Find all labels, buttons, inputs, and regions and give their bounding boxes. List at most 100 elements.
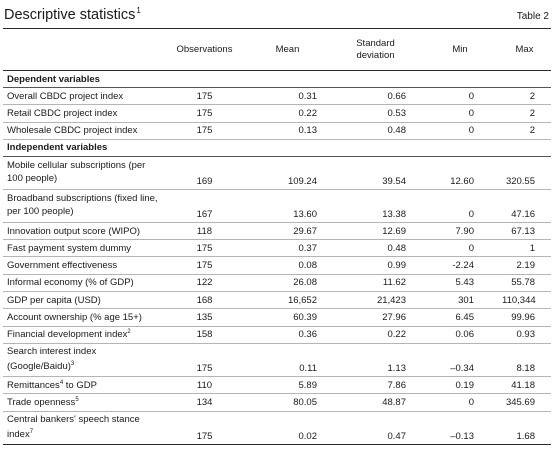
header-variable bbox=[3, 29, 163, 71]
cell-mean: 0.37 bbox=[298, 242, 318, 254]
cell-observations: 169 bbox=[196, 175, 213, 187]
cell-mean: 29.67 bbox=[293, 225, 317, 237]
variable-label: GDP per capita (USD) bbox=[3, 292, 163, 309]
table-row: Trade openness5 134 80.05 48.87 0 345.69 bbox=[3, 394, 551, 412]
table-row: GDP per capita (USD) 168 16,652 21,423 301 11… bbox=[3, 292, 551, 309]
table-row: Broadband subscriptions (fixed line, per… bbox=[3, 189, 551, 223]
cell-mean: 0.13 bbox=[298, 125, 318, 137]
variable-label-text: Remittances bbox=[7, 379, 60, 391]
table-title: Descriptive statistics1 bbox=[3, 2, 141, 24]
variable-label: Fast payment system dummy bbox=[3, 240, 163, 257]
section-header-row: Independent variables bbox=[3, 139, 551, 157]
cell-max: 99.96 bbox=[511, 312, 535, 324]
variable-label: Account ownership (% age 15+) bbox=[3, 309, 163, 326]
footnote-marker: 2 bbox=[127, 329, 131, 336]
variable-label: Remittances4 to GDP bbox=[3, 376, 163, 393]
cell-standard-deviation: 0.47 bbox=[387, 430, 407, 442]
cell-max: 41.18 bbox=[511, 379, 535, 391]
cell-min: 0.19 bbox=[455, 379, 475, 391]
cell-max: 67.13 bbox=[511, 225, 535, 237]
variable-label: Government effectiveness bbox=[3, 257, 163, 274]
header-min: Min bbox=[452, 43, 468, 55]
cell-standard-deviation: 21,423 bbox=[376, 294, 406, 306]
cell-standard-deviation: 7.86 bbox=[387, 379, 407, 391]
variable-label-text: Central bankers' speech stance index bbox=[7, 413, 140, 441]
cell-mean: 0.08 bbox=[298, 260, 318, 272]
cell-standard-deviation: 0.53 bbox=[387, 107, 407, 119]
section-header-row: Dependent variables bbox=[3, 71, 551, 88]
variable-label-text: Fast payment system dummy bbox=[7, 242, 132, 254]
cell-min: –0.13 bbox=[450, 430, 474, 442]
cell-standard-deviation: 12.69 bbox=[382, 225, 406, 237]
table-row: Wholesale CBDC project index 175 0.13 0.48 0… bbox=[3, 122, 551, 140]
variable-label-text: Search interest index (Google/Baidu) bbox=[7, 345, 97, 373]
cell-mean: 26.08 bbox=[293, 277, 317, 289]
table-body: Dependent variables Overall CBDC project … bbox=[3, 71, 551, 445]
cell-observations: 134 bbox=[196, 396, 213, 408]
footnote-marker: 5 bbox=[75, 396, 79, 403]
cell-observations: 175 bbox=[196, 260, 213, 272]
table-row: Remittances4 to GDP 110 5.89 7.86 0.19 41.18 bbox=[3, 376, 551, 394]
cell-min: 0 bbox=[468, 208, 474, 220]
header-row: Observations Mean Standard deviation Min… bbox=[3, 28, 551, 71]
variable-label-text: Account ownership (% age 15+) bbox=[7, 312, 142, 324]
variable-label: Search interest index (Google/Baidu)3 bbox=[3, 343, 163, 376]
cell-observations: 168 bbox=[196, 294, 213, 306]
table-number: Table 2 bbox=[516, 11, 549, 22]
cell-min: 7.90 bbox=[455, 225, 475, 237]
cell-max: 2 bbox=[529, 90, 535, 102]
cell-mean: 13.60 bbox=[293, 208, 317, 220]
variable-label: Financial development index2 bbox=[3, 326, 163, 343]
cell-max: 345.69 bbox=[505, 396, 535, 408]
table-row: Overall CBDC project index 175 0.31 0.66 0 2 bbox=[3, 88, 551, 105]
table-row: Central bankers' speech stance index7 175… bbox=[3, 411, 551, 445]
cell-standard-deviation: 39.54 bbox=[382, 175, 406, 187]
cell-observations: 158 bbox=[196, 329, 213, 341]
header-sd-text: Standard deviation bbox=[356, 37, 395, 61]
variable-label-text: Government effectiveness bbox=[7, 260, 118, 272]
cell-standard-deviation: 0.66 bbox=[387, 90, 407, 102]
cell-observations: 175 bbox=[196, 430, 213, 442]
variable-label: Trade openness5 bbox=[3, 394, 163, 411]
cell-standard-deviation: 27.96 bbox=[382, 312, 406, 324]
variable-label-text: Informal economy (% of GDP) bbox=[7, 277, 134, 289]
cell-standard-deviation: 0.22 bbox=[387, 329, 407, 341]
variable-label-text: Broadband subscriptions (fixed line, per… bbox=[7, 193, 158, 217]
cell-mean: 80.05 bbox=[293, 396, 317, 408]
variable-label: Central bankers' speech stance index7 bbox=[3, 411, 163, 444]
cell-mean: 16,652 bbox=[287, 294, 317, 306]
cell-observations: 175 bbox=[196, 125, 213, 137]
cell-observations: 110 bbox=[196, 379, 213, 391]
cell-max: 8.18 bbox=[516, 362, 536, 374]
cell-min: 6.45 bbox=[455, 312, 475, 324]
cell-min: –0.34 bbox=[450, 362, 474, 374]
cell-max: 47.16 bbox=[511, 208, 535, 220]
variable-label: Wholesale CBDC project index bbox=[3, 122, 163, 139]
cell-min: 12.60 bbox=[450, 175, 474, 187]
cell-max: 110,344 bbox=[502, 294, 536, 306]
header-standard-deviation: Standard deviation bbox=[329, 29, 422, 71]
title-footnote-marker: 1 bbox=[136, 6, 141, 15]
cell-mean: 60.39 bbox=[293, 312, 317, 324]
title-text: Descriptive statistics bbox=[4, 7, 136, 23]
cell-min: 0 bbox=[468, 90, 474, 102]
variable-label-text: Mobile cellular subscriptions (per 100 p… bbox=[7, 160, 146, 184]
cell-max: 2 bbox=[529, 107, 535, 119]
cell-max: 1.68 bbox=[516, 430, 536, 442]
cell-max: 2 bbox=[529, 125, 535, 137]
cell-max: 55.78 bbox=[511, 277, 535, 289]
table-row: Financial development index2 158 0.36 0.22 0… bbox=[3, 326, 551, 344]
section-title: Dependent variables bbox=[7, 73, 100, 85]
variable-label-text: GDP per capita (USD) bbox=[7, 294, 101, 306]
variable-label-text: Innovation output score (WIPO) bbox=[7, 225, 141, 237]
variable-label-text: Trade openness bbox=[7, 396, 76, 408]
variable-label: Broadband subscriptions (fixed line, per… bbox=[3, 189, 163, 222]
cell-observations: 175 bbox=[196, 90, 213, 102]
variable-label-text: Overall CBDC project index bbox=[7, 90, 124, 102]
cell-observations: 167 bbox=[196, 208, 213, 220]
variable-label-suffix: to GDP bbox=[63, 379, 97, 391]
cell-mean: 0.11 bbox=[299, 362, 317, 374]
variable-label-text: Financial development index bbox=[7, 329, 128, 341]
table-row: Informal economy (% of GDP) 122 26.08 11.62… bbox=[3, 274, 551, 292]
cell-mean: 0.31 bbox=[298, 90, 318, 102]
